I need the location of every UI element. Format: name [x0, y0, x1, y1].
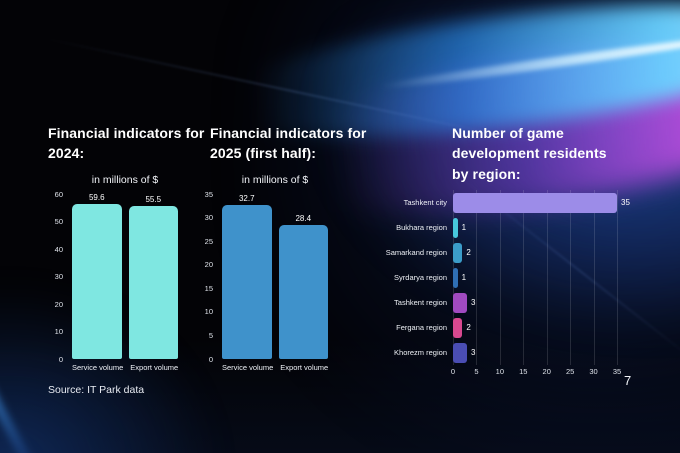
region-label: Samarkand region	[385, 248, 447, 257]
bar-track: 3	[453, 340, 648, 365]
source-note: Source: IT Park data	[48, 384, 145, 396]
chart-row: Khorezm region 3	[368, 340, 668, 365]
chart3-x-axis: 0 5 10 15 20 25 30 35	[450, 367, 621, 380]
chart1-category-labels: Service volume Export volume	[70, 363, 180, 372]
bar-export-volume: 28.4	[278, 194, 328, 359]
bar-value-label: 35	[621, 197, 630, 207]
bar-samarkand-region	[453, 242, 463, 263]
residents-by-region-chart: Tashkent city 35 Bukhara region 1 Samarkand …	[368, 190, 668, 380]
x-axis-tick: 20	[542, 367, 551, 376]
bar-bukhara-region	[453, 217, 458, 238]
bar-export-volume: 55.5	[128, 194, 178, 359]
bar-value-label: 3	[471, 347, 476, 357]
category-label: Export volume	[280, 363, 329, 372]
y-axis-tick: 30	[54, 271, 63, 281]
chart-row: Bukhara region 1	[368, 215, 668, 240]
y-axis-tick: 60	[54, 189, 63, 199]
x-axis-tick: 0	[450, 367, 456, 376]
chart2-subtitle: in millions of $	[241, 174, 309, 186]
chart1-subtitle: in millions of $	[91, 174, 159, 186]
bar-syrdarya-region	[453, 267, 458, 288]
bar-value-label: 2	[466, 247, 471, 257]
y-axis-tick: 5	[208, 330, 213, 340]
y-axis-tick: 40	[54, 244, 63, 254]
x-axis-tick: 5	[474, 367, 479, 376]
category-label: Service volume	[222, 363, 274, 372]
y-axis-tick: 0	[208, 354, 213, 364]
bar-tashkent-city	[453, 192, 617, 213]
bar-value-label: 28.4	[295, 214, 312, 224]
y-axis-tick: 30	[204, 212, 213, 222]
chart-row: Samarkand region 2	[368, 240, 668, 265]
region-label: Bukhara region	[396, 223, 447, 232]
y-axis-tick: 20	[54, 299, 63, 309]
bar-value-label: 2	[466, 322, 471, 332]
x-axis-tick: 10	[495, 367, 505, 376]
gridline	[546, 190, 548, 365]
chart1-plot-area: 0 10 20 30 40 50 60 59.6 55.5	[55, 190, 180, 362]
category-label: Export volume	[130, 363, 179, 372]
y-axis-tick: 0	[58, 354, 63, 364]
y-axis-tick: 15	[204, 283, 213, 293]
bar-track: 1	[453, 215, 648, 240]
bar-value-label: 3	[471, 297, 476, 307]
chart2-plot-area: 0 5 10 15 20 25 30 35 32.7 28.4	[205, 190, 330, 362]
y-axis-tick: 50	[54, 216, 63, 226]
bar-value-label: 32.7	[238, 193, 255, 203]
chart2-title: Financial indicators for 2025 (first hal…	[210, 125, 367, 162]
chart3-title: Number of game development residents by …	[452, 125, 607, 182]
chart-row: Syrdarya region 1	[368, 265, 668, 290]
bar-fill	[128, 206, 178, 359]
bar-track: 35	[453, 190, 648, 215]
bar-value-label: 1	[461, 272, 467, 282]
gridline	[570, 190, 572, 365]
gridline	[593, 190, 595, 365]
bar-value-label: 1	[461, 222, 467, 232]
bar-track: 1	[453, 265, 648, 290]
bar-khorezm-region	[453, 342, 468, 363]
bar-value-label: 55.5	[145, 195, 162, 205]
chart-row: Fergana region 2	[368, 315, 668, 340]
bar-track: 3	[453, 290, 648, 315]
x-axis-tick: 30	[589, 367, 598, 376]
region-label: Fergana region	[396, 323, 447, 332]
bar-track: 2	[453, 315, 648, 340]
y-axis-tick: 10	[204, 307, 213, 317]
y-axis-tick: 20	[204, 259, 213, 269]
region-label: Khorezm region	[394, 348, 447, 357]
bar-service-volume: 32.7	[222, 194, 272, 359]
gridline	[499, 190, 501, 365]
financial-2025-chart: in millions of $ 0 5 10 15 20 25 30 35 32.7 28.4 …	[196, 174, 336, 372]
chart-row: Tashkent region 3	[368, 290, 668, 315]
bar-tashkent-region	[453, 292, 468, 313]
bar-fergana-region	[453, 317, 463, 338]
bar-service-volume: 59.6	[72, 194, 122, 359]
bar-value-label: 59.6	[88, 193, 105, 202]
chart3-rows: Tashkent city 35 Bukhara region 1 Samarkand …	[368, 190, 668, 365]
chart1-title: Financial indicators for 2024:	[48, 125, 205, 162]
y-axis-tick: 35	[204, 189, 213, 199]
page-number: 7	[624, 373, 632, 388]
x-axis-tick: 35	[612, 367, 622, 376]
chart-row: Tashkent city 35	[368, 190, 668, 215]
bar-track: 2	[453, 240, 648, 265]
category-label: Service volume	[72, 363, 124, 372]
financial-2024-chart: in millions of $ 0 10 20 30 40 50 60 59.6 55.5 S…	[46, 174, 186, 372]
region-label: Tashkent region	[394, 298, 447, 307]
x-axis-tick: 25	[565, 367, 575, 376]
gridline	[523, 190, 525, 365]
x-axis-tick: 15	[519, 367, 528, 376]
gridline	[476, 190, 478, 365]
region-label: Syrdarya region	[394, 273, 447, 282]
chart2-category-labels: Service volume Export volume	[220, 363, 330, 372]
region-label: Tashkent city	[403, 198, 447, 207]
gridline	[617, 190, 618, 365]
bar-fill	[72, 204, 122, 359]
bar-fill	[222, 204, 272, 359]
y-axis-tick: 25	[204, 236, 213, 246]
bar-fill	[278, 225, 328, 359]
y-axis-tick: 10	[54, 326, 63, 336]
